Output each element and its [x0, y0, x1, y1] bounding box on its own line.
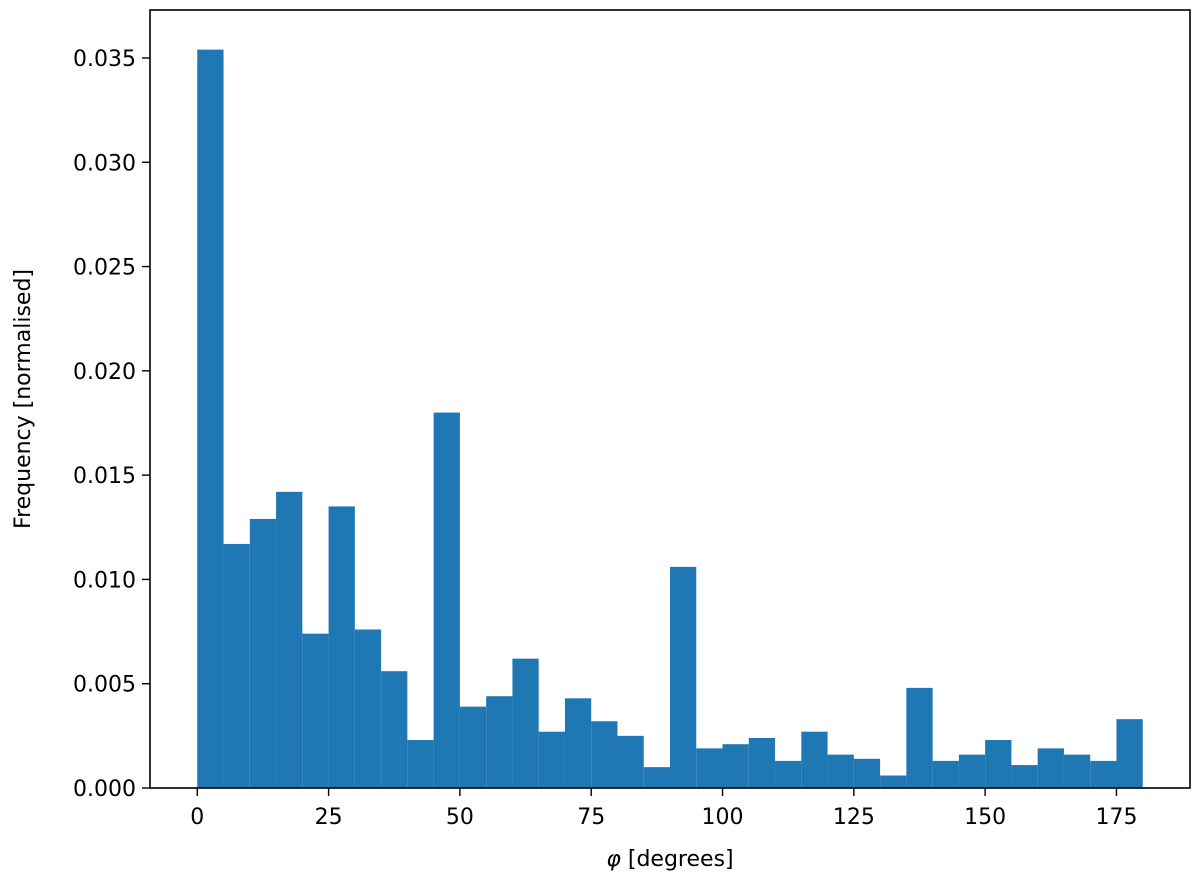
histogram-bar-18	[670, 566, 697, 788]
histogram-bar-33	[1063, 754, 1091, 788]
bars-layer	[197, 49, 1143, 789]
y-tick-label-3: 0.015	[73, 464, 136, 489]
histogram-bar-2	[249, 518, 277, 788]
histogram-bar-5	[328, 506, 355, 788]
x-tick-label-0: 0	[190, 805, 204, 830]
ticks-layer: 0 25 50 75 100 125 150 175 0.000 0.005 0.010 0.015 0…	[73, 47, 1137, 830]
x-tick-label-4: 100	[702, 805, 744, 830]
histogram-bar-34	[1090, 760, 1117, 788]
plot-frame	[149, 9, 1191, 789]
histogram-bar-32	[1037, 748, 1064, 788]
histogram-bar-20	[722, 744, 749, 788]
y-tick-label-4: 0.020	[73, 360, 136, 385]
y-tick-label-2: 0.010	[73, 568, 136, 593]
histogram-bar-27	[906, 687, 933, 788]
y-tick-label-5: 0.025	[73, 256, 136, 281]
histogram-bar-12	[512, 658, 539, 788]
histogram-bar-31	[1011, 765, 1038, 788]
histogram-bar-25	[853, 758, 881, 788]
histogram-bar-4	[302, 633, 329, 788]
histogram-bar-14	[564, 698, 592, 788]
x-tick-label-6: 150	[964, 805, 1006, 830]
x-axis-label: φ [degrees]	[606, 847, 733, 872]
histogram-bar-23	[801, 731, 828, 788]
histogram-bar-29	[958, 754, 986, 788]
histogram-bar-0	[197, 49, 224, 789]
histogram-bar-16	[617, 735, 644, 788]
histogram-bar-1	[223, 543, 250, 788]
x-axis-symbol: φ	[606, 847, 621, 872]
histogram-bar-13	[538, 731, 565, 788]
y-tick-label-6: 0.030	[73, 151, 136, 176]
histogram-bar-26	[880, 775, 907, 788]
histogram-bar-19	[696, 748, 723, 788]
x-tick-label-1: 25	[315, 805, 343, 830]
x-tick-label-5: 125	[833, 805, 875, 830]
histogram-bar-28	[932, 760, 959, 788]
histogram-bar-11	[486, 696, 513, 788]
histogram-bar-3	[276, 491, 303, 788]
x-axis-unit: [degrees]	[621, 847, 734, 872]
histogram-bar-9	[433, 412, 460, 788]
histogram-bar-10	[459, 706, 487, 788]
histogram-bar-15	[591, 721, 618, 788]
histogram-bar-6	[354, 629, 382, 788]
histogram-bar-24	[827, 754, 854, 788]
y-tick-label-0: 0.000	[73, 777, 136, 802]
histogram-bar-8	[407, 740, 434, 788]
histogram-bar-35	[1116, 719, 1143, 788]
histogram-bar-22	[775, 760, 802, 788]
y-tick-label-1: 0.005	[73, 673, 136, 698]
histogram-bar-7	[381, 671, 408, 788]
histogram-bar-17	[643, 767, 670, 788]
histogram-bar-30	[985, 740, 1012, 788]
x-tick-label-7: 175	[1095, 805, 1137, 830]
x-tick-label-3: 75	[577, 805, 605, 830]
y-tick-label-7: 0.035	[73, 47, 136, 72]
x-tick-label-2: 50	[446, 805, 474, 830]
histogram-bar-21	[748, 737, 776, 788]
y-axis-label: Frequency [normalised]	[11, 269, 36, 529]
